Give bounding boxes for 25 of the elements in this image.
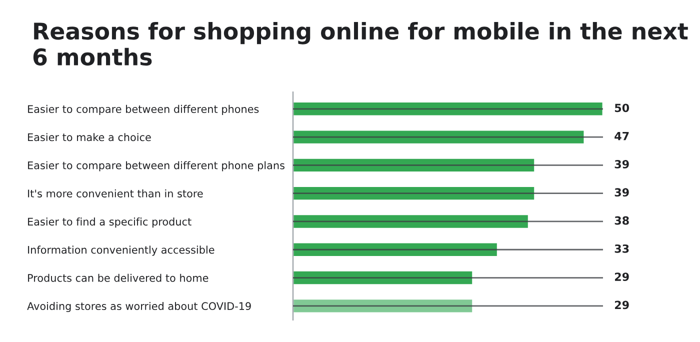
data-label: 39 xyxy=(614,160,629,168)
y-tick-label: Avoiding stores as worried about COVID-19 xyxy=(27,302,251,312)
data-label: 47 xyxy=(614,132,629,140)
y-tick-label: Easier to find a specific product xyxy=(28,218,192,228)
data-label: 38 xyxy=(614,216,629,225)
bar xyxy=(293,129,586,145)
y-tick-label: Easier to compare between different phones xyxy=(28,104,259,116)
data-label: 29 xyxy=(614,272,629,281)
data-label: 33 xyxy=(614,244,629,253)
y-tick-label: Easier to compare between different phone plans xyxy=(28,161,284,172)
data-label: 50 xyxy=(614,104,630,112)
chart-title: Reasons for shopping online for mobile in the next 6 months xyxy=(33,22,688,66)
y-tick-label: Information conveniently accessible xyxy=(28,246,214,256)
bar xyxy=(293,242,498,258)
data-label: 29 xyxy=(614,300,629,310)
bar xyxy=(293,214,530,230)
y-tick-label: It's more convenient than in store xyxy=(28,189,203,198)
y-tick-label: Products can be delivered to home xyxy=(28,274,208,282)
bar xyxy=(293,270,474,286)
bar xyxy=(293,186,536,202)
bar xyxy=(293,298,474,314)
bar xyxy=(293,101,603,117)
y-tick-label: Easier to make a choice xyxy=(28,133,151,142)
bar xyxy=(293,157,536,173)
data-label: 39 xyxy=(614,188,629,197)
